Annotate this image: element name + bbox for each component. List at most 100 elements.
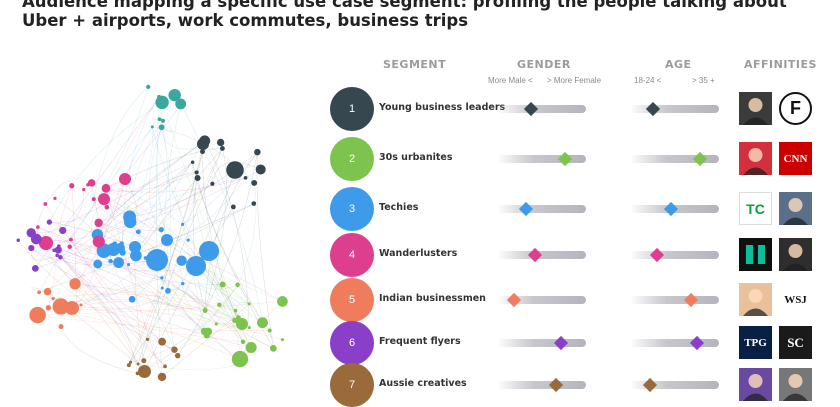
network-node: [104, 204, 110, 210]
network-edge: [97, 142, 204, 235]
network-node: [55, 253, 60, 258]
network-edge: [93, 86, 149, 200]
network-node: [202, 308, 208, 314]
network-node: [238, 362, 242, 366]
network-edge: [177, 152, 258, 356]
network-edge: [128, 148, 223, 366]
network-edge: [98, 222, 283, 302]
network-node: [123, 215, 137, 229]
affinities-header: AFFINITIES: [744, 58, 817, 71]
network-node: [46, 219, 53, 225]
age-slider-track: [631, 155, 719, 163]
network-node: [200, 149, 205, 155]
network-node: [136, 362, 140, 366]
network-node: [181, 222, 185, 227]
network-node: [186, 256, 206, 276]
network-edge: [31, 247, 158, 266]
gender-slider-track: [498, 296, 586, 304]
portrait-icon: [779, 368, 812, 401]
network-edge: [130, 169, 236, 363]
network-edge: [134, 162, 193, 248]
network-node: [171, 346, 178, 353]
network-node: [194, 170, 199, 175]
network-edge: [161, 277, 208, 336]
network-edge: [49, 199, 95, 223]
network-node: [235, 282, 240, 288]
network-edge: [80, 277, 162, 306]
segment-number-badge: 4: [330, 233, 374, 277]
network-edge: [31, 287, 48, 293]
network-node: [231, 350, 249, 368]
network-edge: [97, 172, 197, 235]
network-edge: [45, 180, 73, 205]
sportscenter-logo-icon: SC: [779, 326, 812, 359]
network-node: [16, 238, 20, 242]
network-edge: [91, 182, 183, 225]
segment-row: 4 Wanderlusters: [330, 233, 830, 277]
portrait-icon: [783, 244, 808, 271]
network-node: [43, 202, 48, 206]
network-node: [157, 117, 162, 122]
network-node: [31, 264, 39, 272]
segment-name: 30s urbanites: [379, 152, 453, 163]
network-edge: [54, 250, 166, 367]
network-edge: [121, 120, 164, 244]
network-edge: [60, 178, 126, 258]
network-edge: [144, 206, 234, 372]
network-edge: [212, 161, 261, 184]
network-node: [163, 364, 167, 369]
network-node: [158, 124, 165, 131]
portrait-icon: [739, 283, 772, 316]
network-node: [243, 176, 248, 180]
network-node: [176, 255, 187, 266]
network-node: [233, 308, 238, 313]
network-node: [58, 324, 64, 330]
network-edge: [129, 126, 154, 222]
network-edge: [35, 183, 213, 269]
network-node: [86, 183, 90, 187]
network-edge: [182, 283, 235, 321]
network-node: [82, 187, 86, 192]
network-edge: [161, 120, 172, 133]
network-node: [58, 255, 63, 260]
photo-icon: [739, 142, 772, 175]
network-node: [232, 317, 238, 323]
network-edge: [98, 222, 274, 349]
network-edge: [204, 151, 258, 311]
network-edge: [204, 140, 250, 328]
network-edge: [47, 162, 193, 292]
network-node: [245, 342, 257, 354]
network-edge: [31, 247, 252, 348]
title-line-2: Uber + airports, work commutes, business…: [22, 11, 469, 30]
network-node: [168, 88, 181, 102]
network-node: [146, 84, 151, 90]
network-edge: [103, 198, 217, 325]
segment-name: Young business leaders: [379, 102, 506, 113]
network-edge: [71, 301, 243, 325]
network-edge: [240, 301, 283, 364]
network-node: [160, 286, 164, 290]
network-node: [217, 302, 222, 307]
network-edge: [71, 291, 220, 309]
network-node: [269, 344, 277, 352]
network-node: [160, 118, 166, 123]
network-node: [129, 241, 141, 253]
network-edge: [103, 103, 181, 200]
tpg-logo-icon: TPG: [739, 326, 772, 359]
network-node: [160, 276, 164, 280]
network-edge: [158, 97, 172, 291]
network-node: [226, 161, 244, 179]
network-node: [79, 303, 83, 307]
segment-row: 3 Techies TC: [330, 187, 830, 231]
segment-name: Techies: [379, 202, 419, 213]
network-edge: [162, 287, 244, 342]
network-node: [92, 235, 105, 248]
network-edge: [53, 293, 236, 311]
segment-row: 1 Young business leaders F: [330, 87, 830, 131]
network-node: [43, 287, 52, 296]
network-edge: [119, 247, 209, 332]
network-edge: [164, 103, 181, 350]
network-edge: [161, 127, 205, 332]
network-edge: [195, 265, 263, 323]
network-edge: [71, 307, 283, 340]
